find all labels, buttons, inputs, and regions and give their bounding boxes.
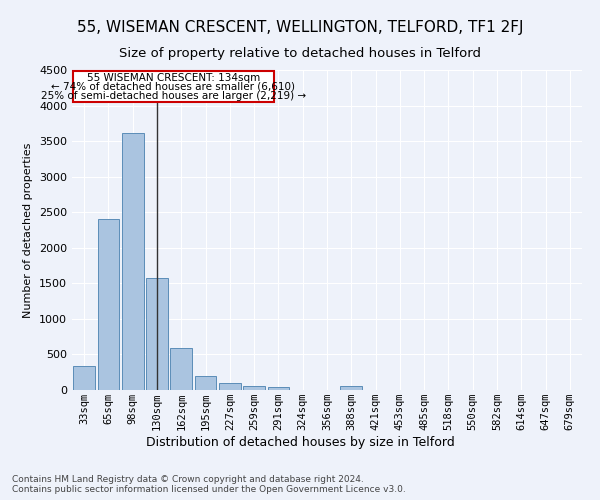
Text: Size of property relative to detached houses in Telford: Size of property relative to detached ho…	[119, 48, 481, 60]
Text: Contains public sector information licensed under the Open Government Licence v3: Contains public sector information licen…	[12, 486, 406, 494]
Bar	[194, 376, 217, 390]
Bar	[219, 382, 241, 390]
Text: Distribution of detached houses by size in Telford: Distribution of detached houses by size …	[146, 436, 454, 449]
Text: ← 74% of detached houses are smaller (6,610): ← 74% of detached houses are smaller (6,…	[52, 82, 295, 92]
Y-axis label: Number of detached properties: Number of detached properties	[23, 142, 34, 318]
Bar	[268, 387, 289, 390]
Text: 25% of semi-detached houses are larger (2,219) →: 25% of semi-detached houses are larger (…	[41, 90, 306, 101]
Text: 55 WISEMAN CRESCENT: 134sqm: 55 WISEMAN CRESCENT: 134sqm	[87, 73, 260, 83]
Bar	[340, 386, 362, 390]
Bar	[73, 366, 95, 390]
FancyBboxPatch shape	[73, 70, 274, 102]
Text: 55, WISEMAN CRESCENT, WELLINGTON, TELFORD, TF1 2FJ: 55, WISEMAN CRESCENT, WELLINGTON, TELFOR…	[77, 20, 523, 35]
Text: Contains HM Land Registry data © Crown copyright and database right 2024.: Contains HM Land Registry data © Crown c…	[12, 474, 364, 484]
Bar	[146, 278, 168, 390]
Bar	[97, 220, 119, 390]
Bar	[170, 348, 192, 390]
Bar	[243, 386, 265, 390]
Bar	[122, 132, 143, 390]
